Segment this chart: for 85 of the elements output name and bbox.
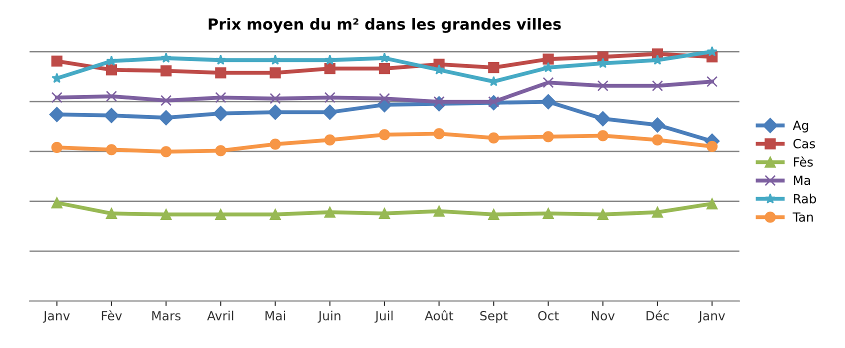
- x-tick-label: Mars: [152, 311, 181, 320]
- x-tick-label: Avril: [207, 310, 234, 320]
- point: [597, 208, 608, 220]
- point: [378, 92, 390, 104]
- point: [378, 63, 390, 74]
- point: [158, 110, 174, 126]
- point: [215, 54, 226, 65]
- legend-label: Fès: [794, 156, 813, 167]
- point: [160, 52, 172, 63]
- point: [488, 208, 500, 220]
- chart-title: Prix moyen du m² dans les grandes villes: [208, 18, 561, 33]
- point: [106, 90, 118, 102]
- x-tick-label: Juin: [318, 310, 340, 323]
- point: [106, 208, 118, 220]
- point: [270, 208, 281, 220]
- point: [324, 63, 336, 74]
- point: [540, 94, 556, 110]
- point: [706, 46, 718, 56]
- point: [434, 206, 445, 217]
- point: [706, 140, 718, 152]
- point: [51, 142, 62, 153]
- point: [270, 92, 281, 104]
- point: [213, 106, 228, 122]
- point: [51, 197, 62, 208]
- x-tick-label: Déc: [646, 310, 669, 320]
- point: [268, 104, 283, 120]
- point: [597, 80, 608, 92]
- point: [378, 129, 390, 140]
- point: [322, 104, 338, 120]
- point: [160, 65, 172, 76]
- point: [106, 144, 118, 156]
- point: [215, 145, 226, 156]
- x-tick-label: Mai: [266, 310, 286, 320]
- point: [379, 52, 390, 63]
- legend-label: Ag: [792, 120, 808, 132]
- point: [542, 208, 554, 220]
- point: [488, 62, 500, 74]
- x-tick-label: Sept: [480, 310, 508, 323]
- point: [324, 54, 336, 65]
- point: [324, 92, 336, 104]
- point: [706, 198, 718, 210]
- point: [215, 208, 226, 220]
- point: [488, 132, 500, 144]
- point: [51, 56, 62, 67]
- point: [652, 80, 664, 92]
- x-tick-label: Fèv: [102, 310, 122, 320]
- point: [378, 208, 390, 220]
- point: [104, 108, 120, 124]
- point: [49, 106, 64, 122]
- point: [160, 208, 172, 220]
- x-tick-label: Janv: [698, 311, 726, 323]
- point: [652, 206, 664, 218]
- point: [542, 77, 554, 88]
- point: [215, 92, 226, 104]
- point: [106, 56, 117, 66]
- point: [270, 138, 281, 150]
- point: [106, 64, 118, 76]
- point: [542, 54, 554, 65]
- x-tick-label: Nov: [592, 311, 615, 320]
- x-tick-label: Juil: [374, 310, 393, 323]
- point: [595, 111, 610, 126]
- point: [270, 67, 281, 78]
- point: [542, 131, 554, 142]
- point: [324, 206, 336, 218]
- x-tick-label: Oct: [538, 310, 559, 320]
- point: [652, 54, 663, 65]
- point: [160, 94, 172, 106]
- point: [270, 54, 281, 65]
- point: [652, 134, 664, 146]
- point: [51, 92, 62, 104]
- point: [324, 134, 336, 146]
- point: [434, 128, 445, 140]
- legend-label: Cas: [793, 138, 816, 148]
- point: [160, 146, 172, 158]
- legend-label: Rab: [794, 194, 816, 204]
- point: [597, 130, 608, 142]
- legend-label: Ma: [794, 176, 810, 186]
- x-tick-label: Août: [424, 310, 454, 320]
- point: [598, 58, 608, 68]
- point: [542, 62, 554, 72]
- point: [706, 76, 718, 88]
- point: [650, 117, 666, 133]
- x-tick-label: Janv: [42, 311, 70, 323]
- point: [215, 67, 226, 78]
- legend-label: Tan: [792, 212, 813, 222]
